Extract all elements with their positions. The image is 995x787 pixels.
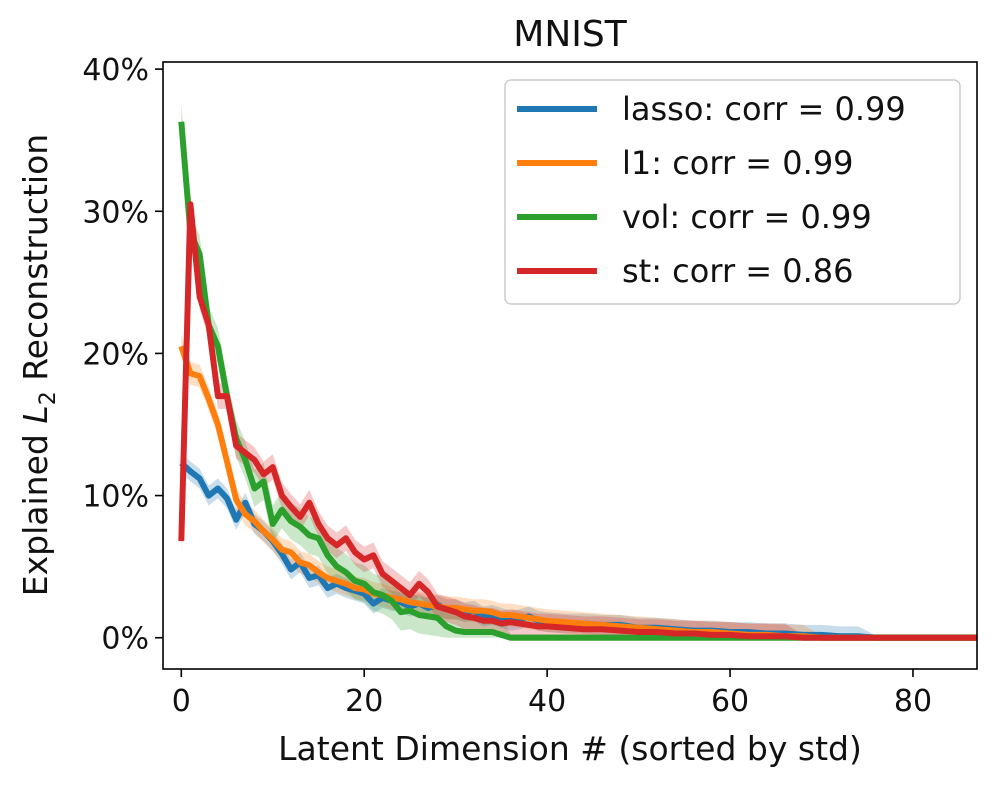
legend-label-vol: vol: corr = 0.99	[622, 198, 872, 236]
y-tick-label: 20%	[82, 337, 149, 372]
x-axis-title: Latent Dimension # (sorted by std)	[278, 729, 862, 768]
legend-label-lasso: lasso: corr = 0.99	[622, 90, 906, 128]
axes-frame	[162, 61, 978, 670]
legend-box	[504, 79, 961, 305]
x-axis: 0 20 40 60 80	[172, 669, 932, 719]
y-axis-title-part1: Explained	[16, 424, 55, 597]
legend: lasso: corr = 0.99 l1: corr = 0.99 vol: …	[504, 79, 961, 305]
x-tick-label: 40	[528, 684, 566, 719]
y-axis-title-sub: 2	[36, 391, 61, 405]
x-tick-label: 0	[172, 684, 191, 719]
series-band-1	[181, 334, 977, 638]
chart-title: MNIST	[513, 14, 627, 55]
y-tick-label: 10%	[82, 480, 149, 515]
y-axis-title-var: L	[16, 405, 55, 423]
legend-label-st: st: corr = 0.86	[622, 252, 854, 290]
plot-area	[178, 103, 977, 641]
y-axis-title: Explained L2 Reconstruction	[16, 134, 61, 596]
y-tick-label: 40%	[82, 53, 149, 88]
series-line-0	[179, 460, 977, 641]
series-line-3	[178, 201, 977, 641]
y-tick-label: 30%	[82, 195, 149, 230]
y-tick-label: 0%	[101, 622, 149, 657]
y-axis: 0% 10% 20% 30% 40%	[82, 53, 163, 657]
x-tick-label: 80	[894, 684, 932, 719]
series-line-1	[178, 345, 977, 641]
legend-label-l1: l1: corr = 0.99	[622, 144, 854, 182]
x-tick-label: 20	[345, 684, 383, 719]
y-axis-title-part2: Reconstruction	[16, 134, 55, 391]
x-tick-label: 60	[711, 684, 749, 719]
